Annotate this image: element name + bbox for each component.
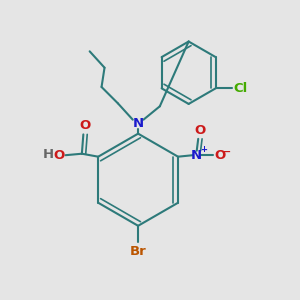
Text: N: N xyxy=(191,149,202,162)
Text: N: N xyxy=(133,117,144,130)
Text: O: O xyxy=(80,119,91,132)
Text: Cl: Cl xyxy=(233,82,248,95)
Text: −: − xyxy=(223,147,231,157)
Text: O: O xyxy=(53,149,64,162)
Text: H: H xyxy=(43,148,54,161)
Text: O: O xyxy=(195,124,206,137)
Text: O: O xyxy=(214,149,226,162)
Text: +: + xyxy=(200,146,207,154)
Text: Br: Br xyxy=(130,244,146,257)
